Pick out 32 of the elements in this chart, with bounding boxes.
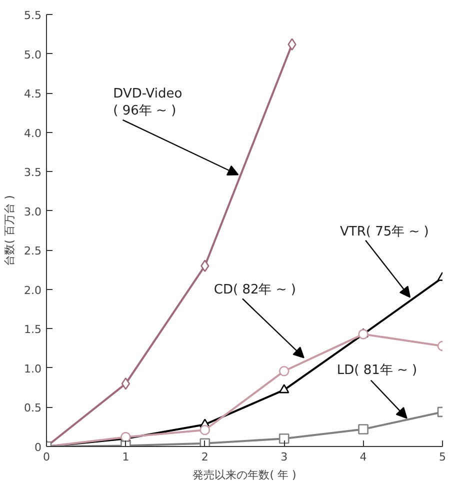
x-tick-label: 2: [201, 450, 208, 464]
y-tick-label: 0: [34, 441, 42, 454]
point: [358, 424, 368, 434]
y-tick-label: 0.5: [24, 402, 42, 415]
y-tick-label: 1.5: [24, 323, 42, 336]
x-tick-label: 3: [280, 450, 288, 464]
point: [278, 366, 290, 376]
y-tick-label: 2.0: [24, 284, 42, 297]
x-tick-label: 0: [43, 450, 50, 464]
point: [121, 378, 130, 390]
point: [288, 38, 296, 50]
y-tick-label: 1.0: [24, 362, 42, 376]
x-axis-title: 発売以来の年数( 年 ): [192, 468, 296, 482]
annotation: DVD-Video ( 96年 ~ ): [113, 86, 182, 119]
point: [278, 384, 290, 394]
point: [200, 260, 210, 272]
y-tick-label: 4.5: [24, 88, 42, 101]
annotation: LD( 81年 ~ ): [336, 363, 418, 378]
annotation: CD( 82年 ~ ): [214, 282, 296, 298]
x-tick-label: 5: [439, 450, 446, 464]
y-tick-label: 4.0: [24, 126, 42, 140]
annotation: VTR( 75年 ~ ): [340, 224, 429, 240]
y-tick-label: 5.5: [24, 9, 42, 22]
y-tick-label: 5.0: [24, 48, 42, 62]
y-axis-title: 台数( 百万台 ): [3, 195, 16, 266]
y-tick-label: 3.5: [24, 166, 42, 180]
point: [200, 424, 210, 436]
y-tick-label: 3.0: [24, 205, 42, 218]
point: [278, 433, 290, 444]
y-tick-label: 2.5: [24, 244, 42, 258]
x-tick-label: 1: [122, 450, 130, 464]
x-tick-label: 4: [360, 450, 367, 464]
